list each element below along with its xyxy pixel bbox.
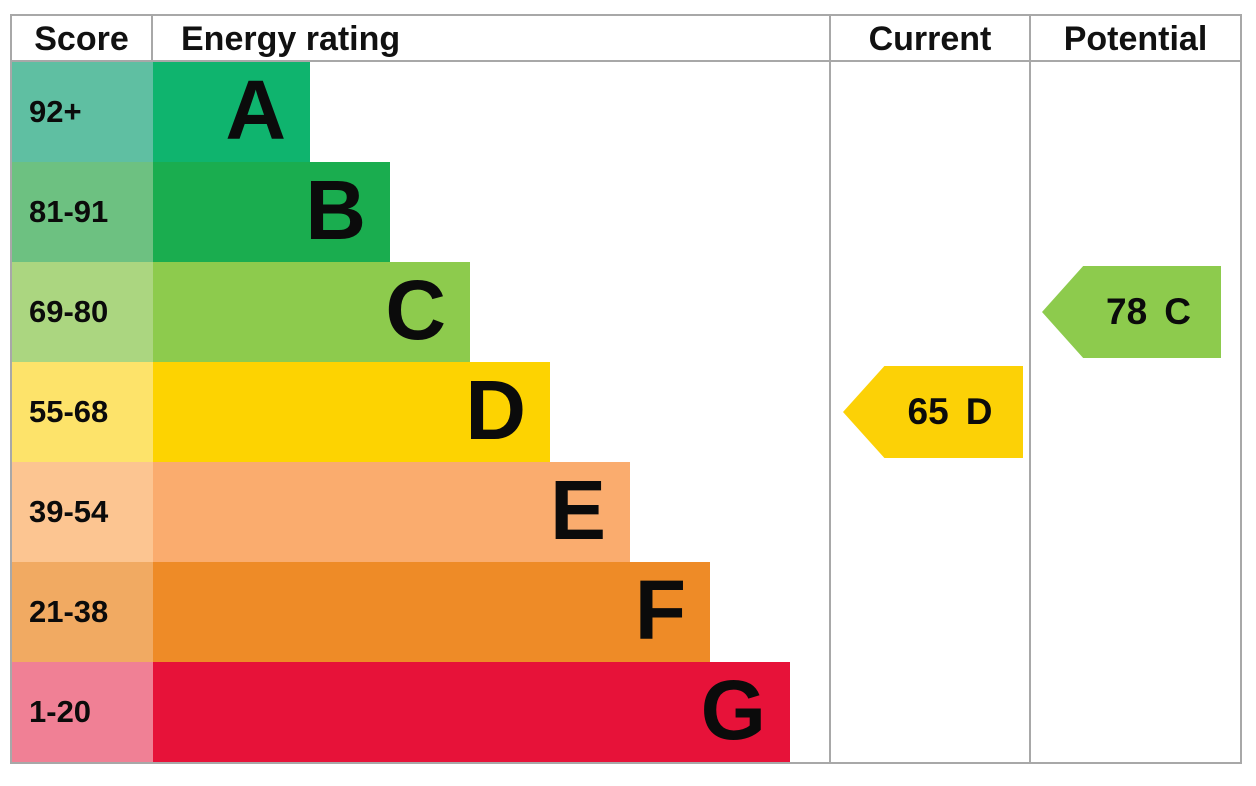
potential-rating-value: 78 <box>1106 291 1148 332</box>
band-letter: C <box>385 263 446 357</box>
band-bar: A <box>153 62 310 162</box>
band-score-range: 69-80 <box>12 262 153 362</box>
band-letter: E <box>549 463 606 557</box>
header-potential: Potential <box>1063 20 1208 58</box>
band-score-range: 39-54 <box>12 462 153 562</box>
band-bar: C <box>153 262 470 362</box>
band-letter: B <box>305 163 366 257</box>
table-header-row: Score Energy rating Current Potential <box>12 16 1240 62</box>
header-energy-rating: Energy rating <box>181 20 401 58</box>
band-letter: G <box>700 663 766 757</box>
header-current: Current <box>868 20 992 58</box>
epc-table: Score Energy rating Current Potential 92… <box>10 14 1242 764</box>
band-row: 55-68 D <box>12 362 1240 462</box>
current-column-divider <box>829 16 831 762</box>
band-row: 21-38 F <box>12 562 1240 662</box>
band-score-range: 21-38 <box>12 562 153 662</box>
band-letter: A <box>225 63 286 157</box>
band-row: 69-80 C <box>12 262 1240 362</box>
current-rating-value: 65 <box>907 391 949 432</box>
band-rows: 92+ A 81-91 B 69-80 C 55-68 D 39-54 E 21… <box>12 62 1240 762</box>
band-row: 39-54 E <box>12 462 1240 562</box>
potential-rating-arrow: 78 C <box>1042 266 1221 358</box>
current-rating-band-letter: D <box>965 391 993 432</box>
band-row: 81-91 B <box>12 162 1240 262</box>
current-rating-arrow: 65 D <box>843 366 1023 458</box>
band-row: 1-20 G <box>12 662 1240 762</box>
band-row: 92+ A <box>12 62 1240 162</box>
score-column-divider <box>151 16 153 60</box>
band-bar: F <box>153 562 710 662</box>
potential-rating-band-letter: C <box>1164 291 1191 332</box>
band-score-range: 55-68 <box>12 362 153 462</box>
band-letter: F <box>634 563 686 657</box>
band-score-range: 92+ <box>12 62 153 162</box>
band-bar: B <box>153 162 390 262</box>
header-score: Score <box>34 20 129 58</box>
band-letter: D <box>465 363 526 457</box>
potential-column-divider <box>1029 16 1031 762</box>
band-score-range: 81-91 <box>12 162 153 262</box>
band-bar: D <box>153 362 550 462</box>
band-score-range: 1-20 <box>12 662 153 762</box>
band-bar: E <box>153 462 630 562</box>
band-bar: G <box>153 662 790 762</box>
